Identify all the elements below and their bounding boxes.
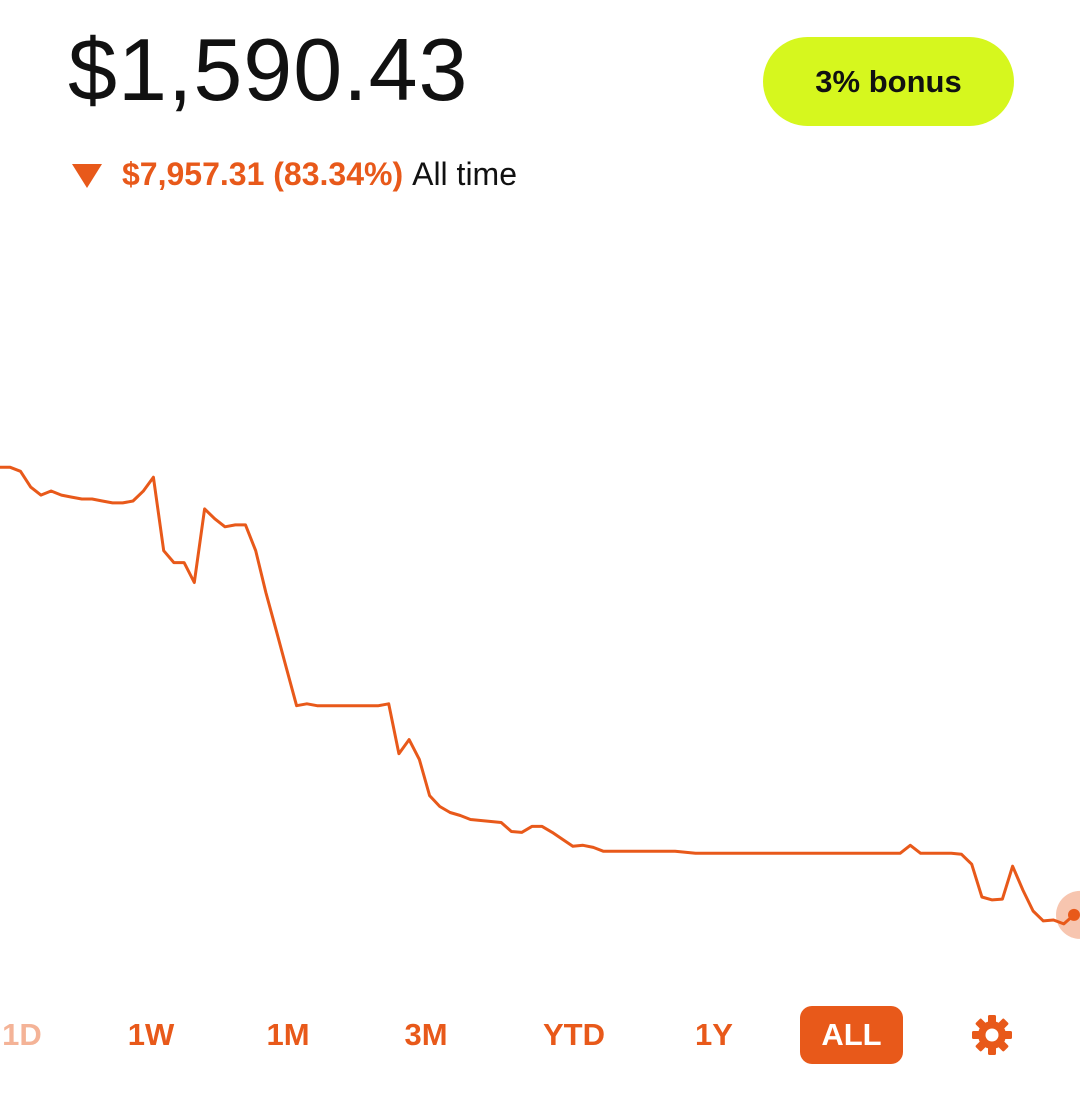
tab-ytd[interactable]: YTD [543, 1017, 605, 1052]
tab-1m[interactable]: 1M [266, 1017, 310, 1052]
portfolio-balance: $1,590.43 [68, 20, 469, 119]
tab-all[interactable]: ALL [800, 1006, 903, 1064]
change-amount: $7,957.31 (83.34%) [122, 156, 404, 192]
range-tabs: 1D 1W 1M 3M YTD 1Y ALL [0, 1006, 1080, 1064]
change-summary: $7,957.31 (83.34%) All time [72, 156, 517, 193]
down-triangle-icon [72, 163, 102, 188]
current-point-marker [1068, 908, 1080, 921]
bonus-button[interactable]: 3% bonus [763, 37, 1014, 126]
gear-icon[interactable] [971, 1014, 1013, 1056]
tab-1d[interactable]: 1D [2, 1017, 42, 1052]
tab-1y[interactable]: 1Y [695, 1017, 733, 1052]
tab-1w[interactable]: 1W [127, 1017, 175, 1052]
price-line [0, 465, 1076, 926]
change-period-label: All time [412, 156, 517, 192]
tab-3m[interactable]: 3M [404, 1017, 448, 1052]
